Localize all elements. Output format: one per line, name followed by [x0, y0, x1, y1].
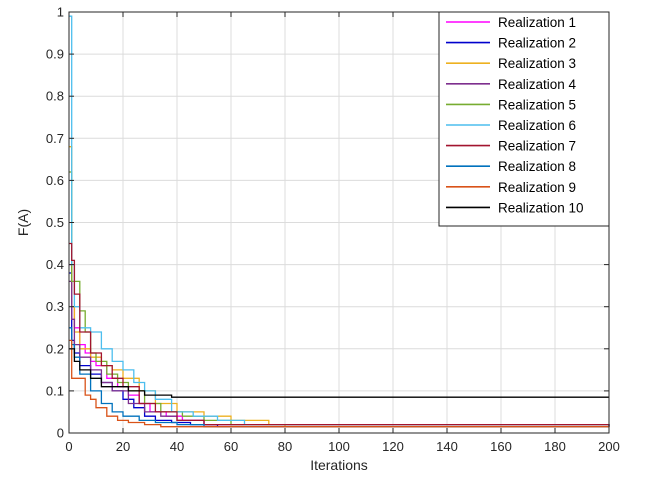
y-tick-label: 0.7	[46, 131, 64, 146]
series-line-9	[69, 339, 609, 428]
y-tick-label: 1	[57, 5, 64, 20]
legend-label: Realization 8	[498, 159, 576, 174]
x-tick-label: 160	[490, 439, 512, 454]
x-tick-label: 100	[328, 439, 350, 454]
legend-label: Realization 7	[498, 139, 576, 154]
legend-label: Realization 5	[498, 97, 576, 112]
legend-label: Realization 6	[498, 118, 576, 133]
y-tick-label: 0	[57, 426, 64, 441]
axis-ticks: 0 20 40 60 80 100 120 140 160 180 200 0 0.1 0.2 0.3 0.4…	[46, 5, 620, 455]
legend-label: Realization 1	[498, 15, 576, 30]
series-line-2	[69, 272, 609, 428]
y-axis-label: F(A)	[15, 209, 31, 236]
x-axis-label: Iterations	[310, 457, 368, 473]
legend-box	[438, 11, 610, 227]
x-tick-label: 0	[65, 439, 72, 454]
y-tick-label: 0.9	[46, 47, 64, 62]
series-line-10	[69, 348, 609, 398]
legend-label: Realization 10	[498, 200, 584, 215]
series-layer	[69, 15, 610, 428]
x-tick-label: 60	[224, 439, 238, 454]
y-tick-label: 0.8	[46, 89, 64, 104]
x-tick-label: 80	[278, 439, 292, 454]
legend-label: Realization 4	[498, 77, 577, 92]
x-tick-label: 200	[598, 439, 620, 454]
x-tick-label: 140	[436, 439, 458, 454]
y-tick-label: 0.6	[46, 173, 64, 188]
legend-label: Realization 2	[498, 36, 576, 51]
y-tick-label: 0.3	[46, 299, 64, 314]
legend-label: Realization 3	[498, 56, 576, 71]
series-line-7	[69, 242, 610, 427]
y-tick-label: 0.4	[46, 257, 64, 272]
legend: Realization 1 Realization 2 Realization 3 R…	[438, 11, 610, 227]
x-tick-label: 180	[544, 439, 566, 454]
legend-label: Realization 9	[498, 180, 576, 195]
y-tick-label: 0.5	[46, 215, 64, 230]
x-tick-label: 120	[382, 439, 404, 454]
x-tick-label: 20	[116, 439, 130, 454]
y-tick-label: 0.1	[46, 383, 64, 398]
y-tick-label: 0.2	[46, 341, 64, 356]
x-tick-label: 40	[170, 439, 184, 454]
